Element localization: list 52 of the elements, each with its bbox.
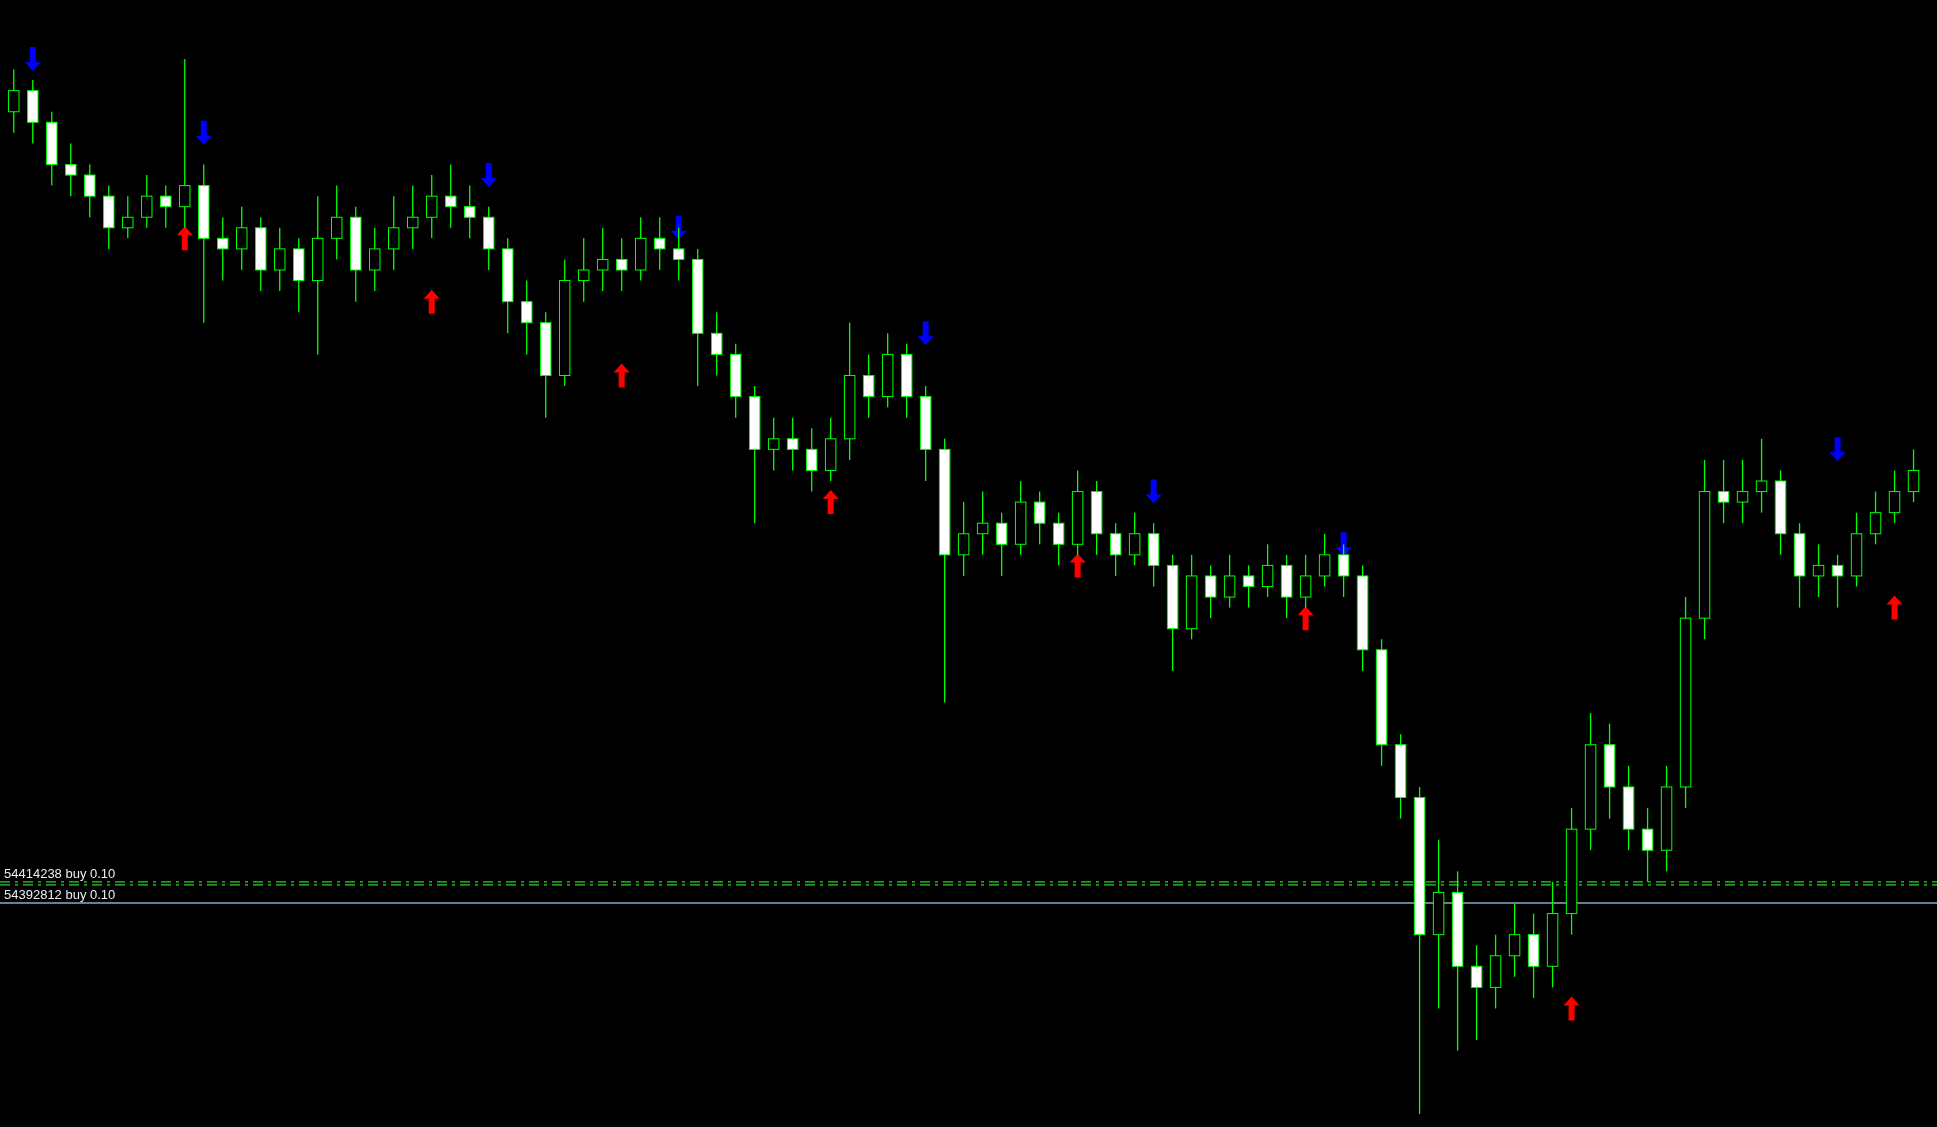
candlestick: [407, 184, 419, 250]
candlestick: [122, 195, 134, 239]
candlestick: [1109, 522, 1122, 577]
candlestick: [1755, 438, 1768, 514]
candlestick: [1318, 533, 1331, 588]
candlestick: [1033, 490, 1046, 545]
candlestick: [160, 184, 172, 229]
candlestick: [84, 163, 96, 218]
candlestick: [577, 237, 590, 303]
candlestick: [1128, 512, 1141, 567]
candlestick: [236, 206, 248, 271]
candlestick: [8, 68, 20, 134]
candlestick: [1470, 944, 1483, 1041]
candlestick: [274, 227, 286, 292]
candlestick: [767, 417, 780, 472]
candlestick: [805, 427, 818, 493]
candlestick: [995, 512, 1008, 577]
candlestick: [957, 501, 970, 577]
candlestick: [596, 227, 609, 292]
candlestick: [1223, 554, 1236, 609]
candlestick: [1907, 448, 1920, 503]
candlestick: [1869, 490, 1882, 545]
candlestick: [1888, 469, 1901, 524]
candlestick: [217, 216, 229, 282]
candlestick: [1204, 564, 1217, 619]
candlestick: [369, 227, 381, 292]
candlestick: [653, 216, 666, 271]
candlestick: [1052, 512, 1065, 567]
candlestick: [1508, 902, 1521, 978]
candlestick: [1641, 807, 1654, 883]
candlestick: [1831, 554, 1844, 609]
candlestick: [141, 174, 153, 229]
candlestick: [520, 279, 533, 356]
candlestick: [388, 195, 400, 271]
point: [24, 47, 41, 71]
candlestick: [65, 142, 77, 197]
candlestick: [976, 490, 989, 556]
candlestick: [615, 237, 628, 292]
candlestick: [862, 353, 875, 419]
candlestick: [1812, 543, 1825, 598]
ref-line-label: 54414238 buy 0.10: [4, 865, 116, 881]
candlestick: [710, 311, 723, 377]
candlestick: [426, 174, 438, 239]
candlestick: [331, 184, 343, 261]
candlestick: [1261, 543, 1274, 598]
candlestick: [445, 163, 457, 229]
candlestick: [1242, 564, 1255, 609]
candlestick: [786, 417, 799, 472]
candlestick: [1717, 459, 1730, 524]
ref-line-label: 54392812 buy 0.10: [4, 886, 116, 902]
candlestick: [463, 184, 476, 239]
candlestick: [1736, 459, 1749, 524]
